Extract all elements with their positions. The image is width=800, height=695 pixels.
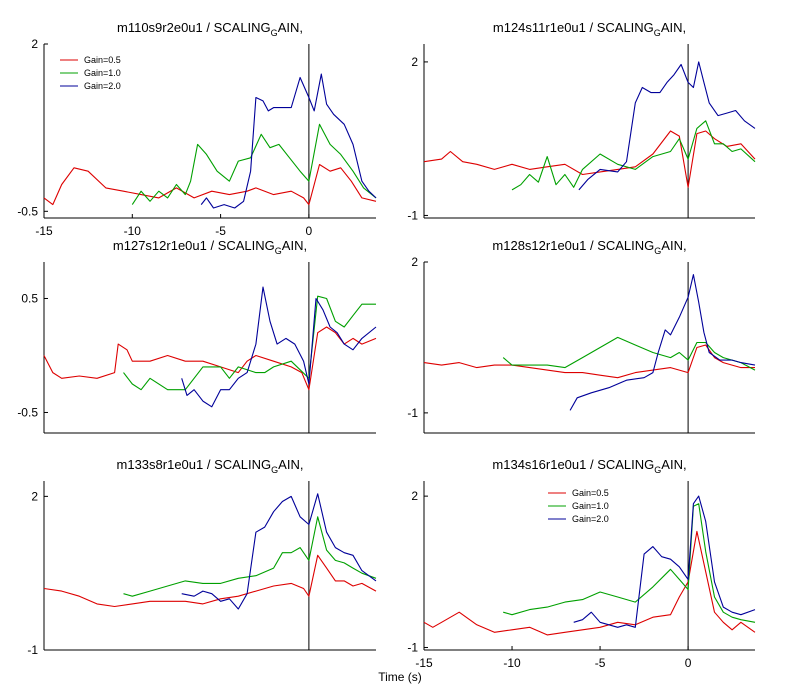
y-tick-label: 2 [31,37,38,51]
title-main: m128s12r1e0u1 / SCALING [492,238,654,253]
y-tick-label: 2 [31,489,38,503]
chart-panel: m124s11r1e0u1 / SCALINGGAIN, 2 -1 [407,20,756,222]
legend-label: Gain=2.0 [84,81,121,91]
x-axis-label: Time (s) [378,670,422,684]
chart-panel: m128s12r1e0u1 / SCALINGGAIN, 2 -1 [407,238,756,434]
x-tick-label: -15 [35,224,53,238]
y-tick-label: -1 [407,406,418,420]
x-tick-label: -5 [215,224,226,238]
title-main: m134s16r1e0u1 / SCALING [492,457,654,472]
series-line [43,163,377,206]
y-tick-label: -0.5 [17,405,38,419]
x-tick-label: -5 [595,656,606,670]
series-line [569,274,756,411]
series-line [423,530,756,636]
series-line [573,495,756,628]
series-line [511,120,756,191]
series-line [43,326,377,391]
y-tick-label: -0.5 [17,204,38,218]
y-tick-label: 2 [411,55,418,69]
y-tick-label: 2 [411,489,418,503]
title-rest: AIN, [661,20,686,35]
legend: Gain=0.5 Gain=1.0 Gain=2.0 [60,55,121,91]
panel-title: m128s12r1e0u1 / SCALINGGAIN, [492,238,686,256]
title-subscript: G [654,28,661,38]
x-tick-label: 0 [685,656,692,670]
series-line [43,554,377,608]
title-subscript: G [271,28,278,38]
chart-panel: m127s12r1e0u1 / SCALINGGAIN, 0.5 -0.5 [17,238,377,434]
y-tick-label: 2 [411,255,418,269]
legend-label: Gain=0.5 [572,488,609,498]
chart-panel: m110s9r2e0u1 / SCALINGGAIN, 2 -0.5 -15 -10 -5… [17,20,377,238]
title-main: m124s11r1e0u1 / SCALING [493,20,654,35]
title-subscript: G [654,465,661,475]
series-line [131,123,377,205]
title-rest: AIN, [661,457,686,472]
series-line [181,493,377,610]
title-rest: AIN, [278,457,303,472]
series-line [181,286,377,408]
series-line [423,130,756,188]
title-rest: AIN, [282,238,307,253]
x-tick-label: -10 [124,224,142,238]
legend: Gain=0.5 Gain=1.0 Gain=2.0 [548,488,609,524]
chart-panel: m133s8r1e0u1 / SCALINGGAIN, 2 -1 [27,457,377,657]
series-line [578,61,756,191]
y-tick-label: -1 [407,640,418,654]
legend-label: Gain=1.0 [572,501,609,511]
y-tick-label: -1 [407,208,418,222]
title-main: m127s12r1e0u1 / SCALING [113,238,275,253]
series-line [502,336,756,371]
panel-title: m127s12r1e0u1 / SCALINGGAIN, [113,238,307,256]
y-tick-label: 0.5 [21,291,38,305]
series-line [503,503,756,623]
legend-label: Gain=2.0 [572,514,609,524]
panel-title: m124s11r1e0u1 / SCALINGGAIN, [493,20,686,38]
title-main: m133s8r1e0u1 / SCALING [117,457,272,472]
title-main: m110s9r2e0u1 / SCALING [117,20,271,35]
panel-title: m110s9r2e0u1 / SCALINGGAIN, [117,20,303,38]
title-rest: AIN, [278,20,303,35]
title-subscript: G [275,246,282,256]
series-line [200,73,377,209]
x-tick-label: -15 [415,656,433,670]
title-subscript: G [654,246,661,256]
x-tick-label: 0 [306,224,313,238]
x-tick-label: -10 [503,656,521,670]
title-rest: AIN, [661,238,686,253]
panel-title: m133s8r1e0u1 / SCALINGGAIN, [117,457,304,475]
y-tick-label: -1 [27,643,38,657]
legend-label: Gain=1.0 [84,68,121,78]
legend-label: Gain=0.5 [84,55,121,65]
panel-title: m134s16r1e0u1 / SCALINGGAIN, [492,457,686,475]
series-line [123,295,376,391]
chart-panel: m134s16r1e0u1 / SCALINGGAIN, 2 -1 -15 -10 -5 0… [407,457,756,670]
title-subscript: G [271,465,278,475]
series-line [123,516,377,597]
series-line [423,344,755,379]
